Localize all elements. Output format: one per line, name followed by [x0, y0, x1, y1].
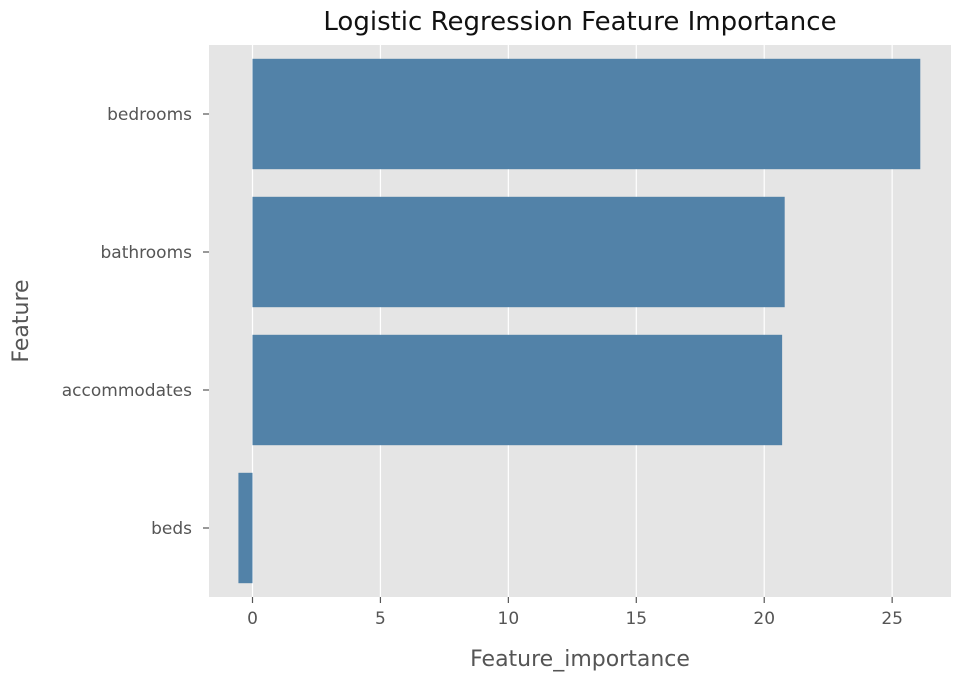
x-tick-label: 20	[753, 609, 775, 629]
x-axis-ticks: 0 5 10 15 20 25	[247, 597, 903, 629]
x-tick-label: 15	[625, 609, 647, 629]
y-tick-label: accommodates	[62, 381, 192, 401]
y-tick-label: beds	[151, 519, 192, 539]
bar-accommodates	[252, 334, 783, 446]
x-tick-label: 5	[375, 609, 386, 629]
y-tick-label: bathrooms	[101, 243, 193, 263]
y-axis-label: Feature	[9, 279, 34, 362]
y-axis-ticks: bedrooms bathrooms accommodates beds	[62, 105, 209, 539]
y-tick-label: bedrooms	[107, 105, 192, 125]
bar-beds	[238, 472, 253, 584]
x-tick-label: 0	[247, 609, 258, 629]
x-tick-label: 10	[498, 609, 520, 629]
x-axis-label: Feature_importance	[470, 647, 690, 672]
x-tick-label: 25	[881, 609, 903, 629]
bars	[238, 58, 921, 584]
chart-title: Logistic Regression Feature Importance	[323, 7, 836, 37]
bar-bedrooms	[252, 58, 921, 170]
bar-bathrooms	[252, 196, 785, 308]
